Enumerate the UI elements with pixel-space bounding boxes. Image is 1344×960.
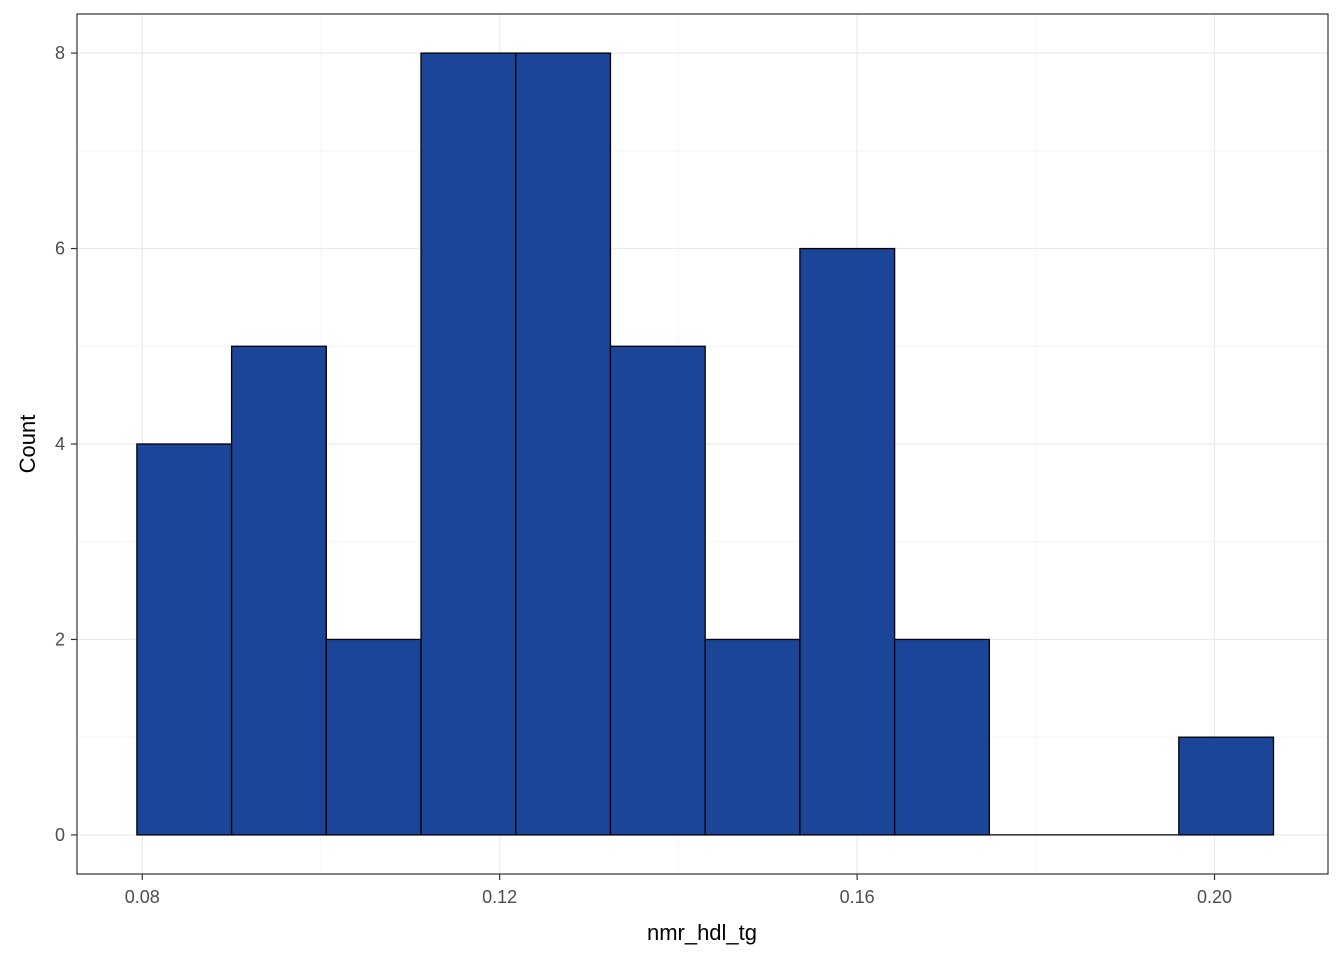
y-axis-title: Count (15, 415, 40, 474)
y-tick-label: 4 (55, 434, 65, 454)
histogram-bar (799, 247, 896, 836)
histogram-bar (515, 52, 612, 836)
histogram-bar (420, 52, 517, 836)
x-tick-label: 0.12 (482, 887, 517, 907)
x-tick-label: 0.20 (1197, 887, 1232, 907)
histogram-bar (609, 345, 706, 836)
y-tick-label: 0 (55, 825, 65, 845)
x-tick-label: 0.08 (125, 887, 160, 907)
y-tick-label: 2 (55, 629, 65, 649)
x-axis-title: nmr_hdl_tg (647, 920, 757, 945)
histogram-bar (704, 638, 801, 836)
x-tick-label: 0.16 (840, 887, 875, 907)
histogram-bar (325, 638, 422, 836)
histogram-bar (230, 345, 327, 836)
histogram-bar (136, 443, 233, 836)
y-tick-label: 8 (55, 43, 65, 63)
y-tick-label: 6 (55, 239, 65, 259)
histogram-bar (1178, 736, 1275, 836)
axes: 0.08 0.12 0.16 0.20 0 2 4 6 8 (55, 43, 1232, 907)
histogram-bar (893, 638, 990, 836)
histogram-bars (136, 52, 1275, 836)
